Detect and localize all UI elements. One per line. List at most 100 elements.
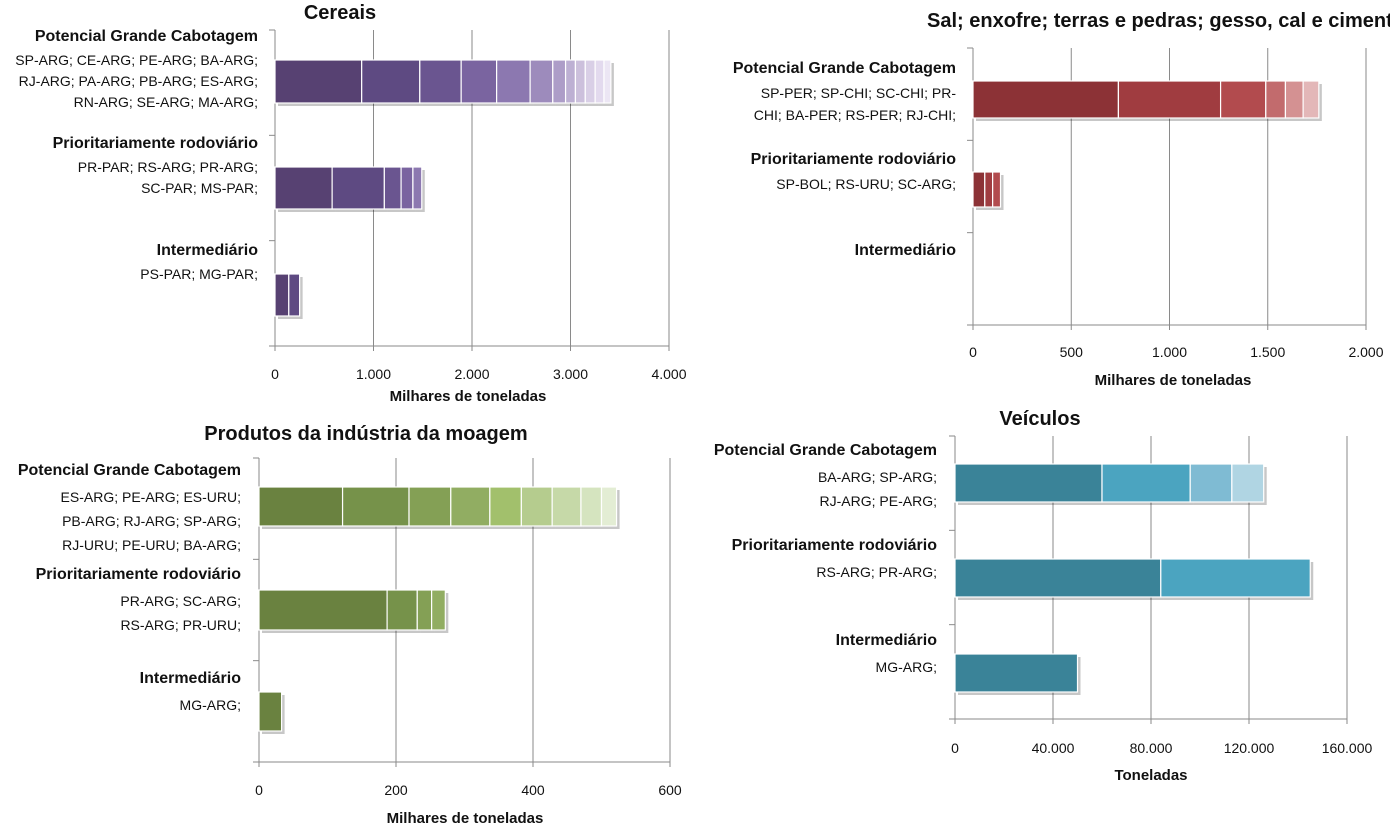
x-tick-label: 80.000 [1130, 740, 1173, 756]
category-route-label: RN-ARG; SE-ARG; MA-ARG; [74, 94, 258, 110]
category-group-label: Prioritariamente rodoviário [53, 135, 259, 152]
bar-segment [341, 486, 410, 527]
chart-title: Sal; enxofre; terras e pedras; gesso, ca… [927, 10, 1390, 32]
bar-segment [496, 59, 531, 104]
bar-segment [564, 59, 577, 104]
category-route-label: PB-ARG; RJ-ARG; SP-ARG; [62, 513, 241, 529]
x-axis-label: Milhares de toneladas [387, 810, 544, 827]
bar-segment [972, 171, 986, 208]
bar-segment [274, 59, 363, 104]
bar-segment [954, 653, 1079, 693]
chart-title: Produtos da indústria da moagem [204, 423, 527, 445]
category-route-label: SP-PER; SP-CHI; SC-CHI; PR- [761, 85, 957, 101]
bar-segment [431, 589, 446, 631]
bar-segment [460, 59, 498, 104]
bar-segment [1265, 80, 1287, 119]
chart-2: 0 500 1.000 1.500 2.000 Sal; enxofre; terras … [733, 10, 1390, 389]
bar-segment [984, 171, 994, 208]
bar-segment [1101, 463, 1191, 503]
category-route-label: MG-ARG; [876, 659, 937, 675]
bar-segment [258, 486, 344, 527]
x-tick-label: 0 [951, 740, 959, 756]
x-tick-label: 200 [384, 782, 408, 798]
category-route-label: RJ-ARG; PE-ARG; [820, 493, 937, 509]
category-group-label: Prioritariamente rodoviário [36, 566, 242, 583]
category-route-label: CHI; BA-PER; RS-PER; RJ-CHI; [754, 107, 956, 123]
x-axis-label: Milhares de toneladas [1095, 372, 1252, 389]
bar-segment [584, 59, 596, 104]
category-route-label: SP-BOL; RS-URU; SC-ARG; [776, 176, 956, 192]
x-tick-label: 0 [271, 366, 279, 382]
bar-segment [412, 166, 423, 210]
bar-segment [288, 273, 301, 317]
bar-segment [408, 486, 452, 527]
bar-segment [419, 59, 462, 104]
category-route-label: SP-ARG; CE-ARG; PE-ARG; BA-ARG; [15, 52, 258, 68]
category-route-label: SC-PAR; MS-PAR; [141, 180, 258, 196]
bar-segment [600, 486, 618, 527]
chart-4: 0 40.000 80.000 120.000 160.000 Veículos Tonel… [714, 408, 1373, 784]
bar-segment [386, 589, 418, 631]
category-route-label: PR-PAR; RS-ARG; PR-ARG; [78, 159, 258, 175]
bar-segment [1231, 463, 1265, 503]
x-tick-label: 400 [521, 782, 545, 798]
bar-segment [972, 80, 1120, 119]
chart-title: Veículos [999, 408, 1080, 430]
bar-segment [400, 166, 414, 210]
category-route-label: RJ-URU; PE-URU; BA-ARG; [62, 537, 241, 553]
category-group-label: Potencial Grande Cabotagem [714, 442, 937, 459]
x-tick-label: 1.500 [1250, 344, 1285, 360]
category-group-label: Prioritariamente rodoviário [732, 537, 938, 554]
x-tick-label: 160.000 [1322, 740, 1373, 756]
bar-segment [529, 59, 554, 104]
bar-segment [361, 59, 421, 104]
x-tick-label: 40.000 [1032, 740, 1075, 756]
category-group-label: Intermediário [157, 242, 259, 259]
x-tick-label: 2.000 [1348, 344, 1383, 360]
category-group-label: Prioritariamente rodoviário [751, 151, 957, 168]
x-tick-label: 3.000 [553, 366, 588, 382]
x-tick-label: 600 [658, 782, 682, 798]
bar-segment [1160, 558, 1311, 598]
category-route-label: RJ-ARG; PA-ARG; PB-ARG; ES-ARG; [19, 73, 258, 89]
chart-1: 0 1.000 2.000 3.000 4.000 Cereais Milhares de … [15, 2, 686, 405]
bar-segment [1117, 80, 1222, 119]
category-route-label: BA-ARG; SP-ARG; [818, 469, 937, 485]
x-tick-label: 1.000 [1152, 344, 1187, 360]
category-group-label: Intermediário [140, 670, 242, 687]
category-group-label: Intermediário [836, 632, 938, 649]
bar-segment [1219, 80, 1267, 119]
bar-segment [274, 166, 333, 210]
bar-segment [551, 486, 582, 527]
category-route-label: PS-PAR; MG-PAR; [140, 266, 258, 282]
bar-segment [489, 486, 522, 527]
chart-title: Cereais [304, 2, 376, 24]
bar-segment [1302, 80, 1320, 119]
category-group-label: Potencial Grande Cabotagem [35, 28, 258, 45]
x-axis-label: Toneladas [1114, 767, 1187, 784]
bar-segment [520, 486, 553, 527]
category-group-label: Potencial Grande Cabotagem [18, 462, 241, 479]
category-route-label: ES-ARG; PE-ARG; ES-URU; [61, 489, 241, 505]
bar-segment [574, 59, 586, 104]
bar-segment [450, 486, 491, 527]
x-tick-label: 120.000 [1224, 740, 1275, 756]
x-tick-label: 4.000 [651, 366, 686, 382]
x-tick-label: 1.000 [356, 366, 391, 382]
category-route-label: RS-ARG; PR-ARG; [816, 564, 937, 580]
category-group-label: Potencial Grande Cabotagem [733, 60, 956, 77]
bar-segment [580, 486, 603, 527]
category-route-label: PR-ARG; SC-ARG; [120, 593, 241, 609]
bar-segment [258, 691, 283, 732]
x-tick-label: 500 [1060, 344, 1084, 360]
bar-segment [954, 463, 1103, 503]
x-axis-label: Milhares de toneladas [390, 388, 547, 405]
bar-segment [992, 171, 1002, 208]
bar-segment [603, 59, 612, 104]
x-tick-label: 2.000 [454, 366, 489, 382]
x-tick-label: 0 [969, 344, 977, 360]
bar-segment [552, 59, 567, 104]
x-tick-label: 0 [255, 782, 263, 798]
bar-segment [1284, 80, 1304, 119]
